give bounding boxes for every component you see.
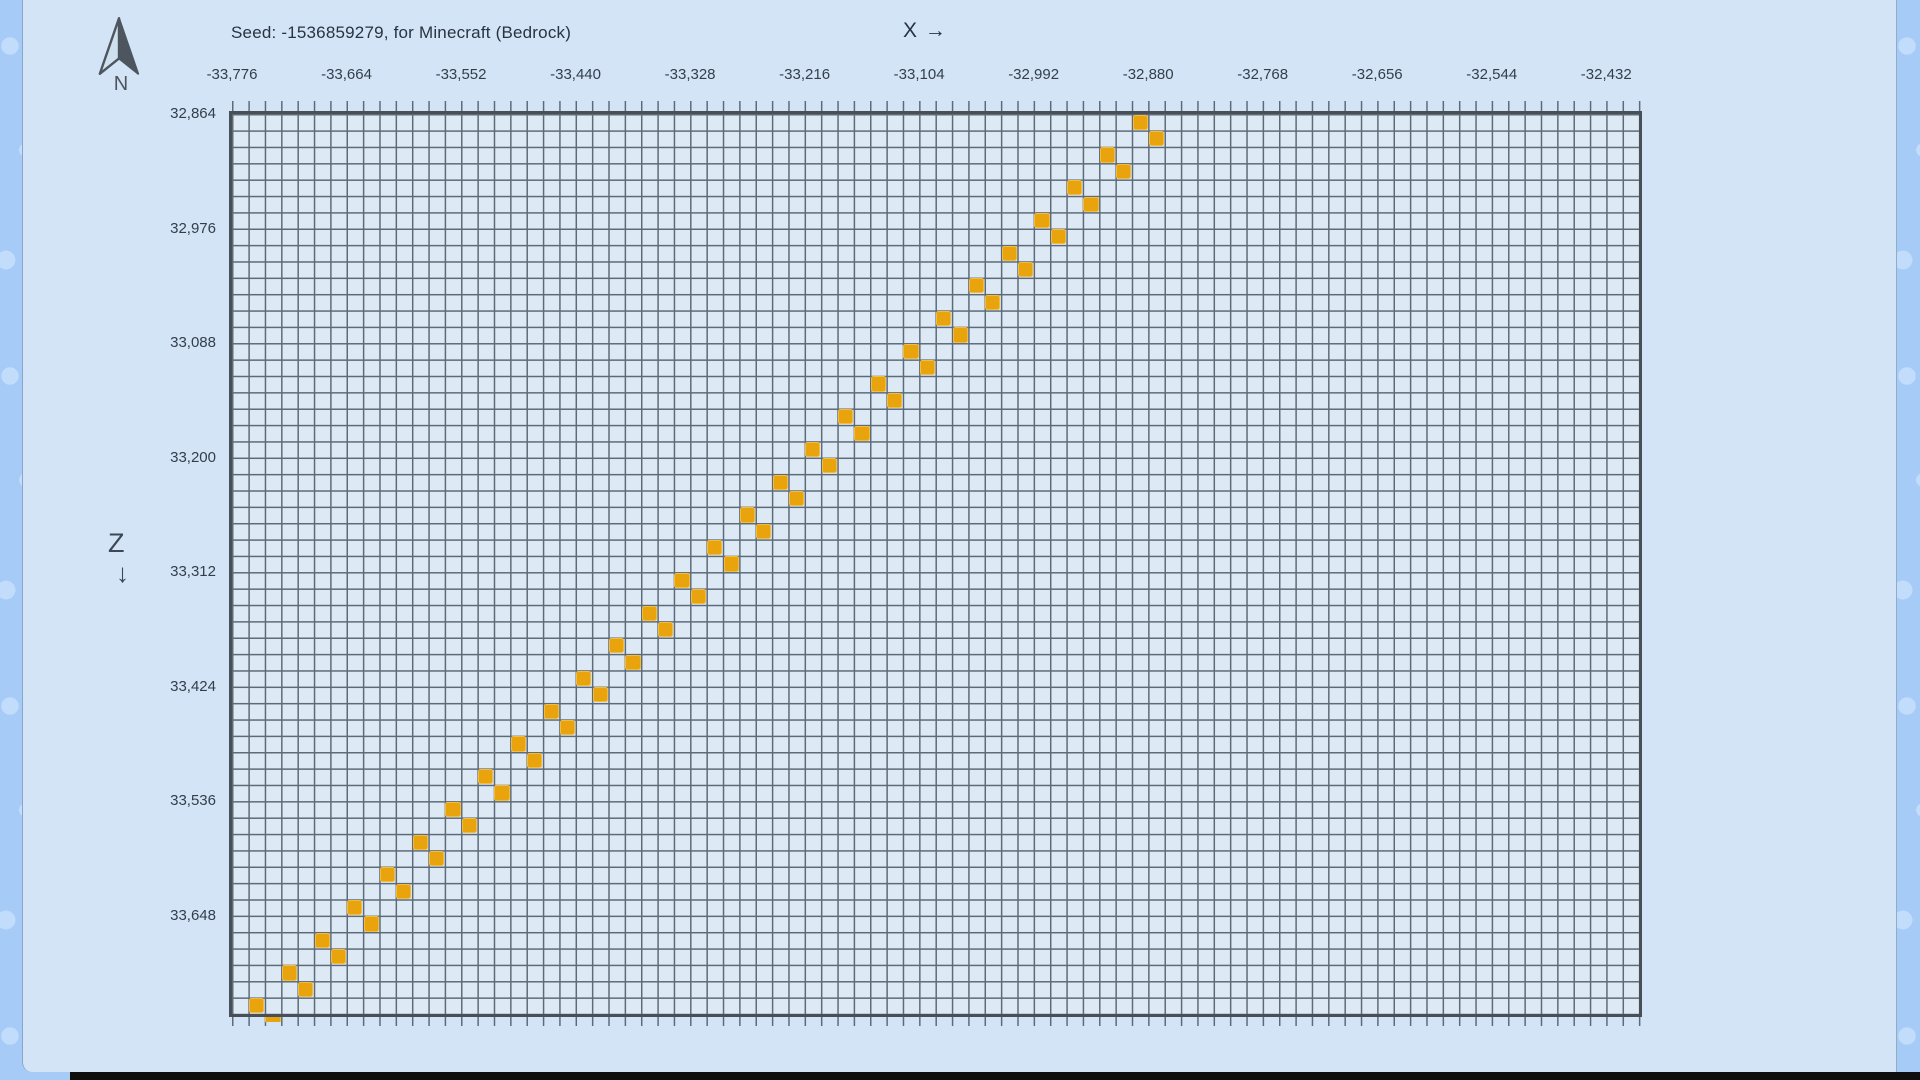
chunk-marker[interactable] xyxy=(888,393,902,407)
chunk-marker[interactable] xyxy=(430,851,444,866)
chunk-marker[interactable] xyxy=(299,982,313,996)
chunk-marker[interactable] xyxy=(724,557,738,571)
grid-top-tick-fringe xyxy=(229,101,1643,111)
chunk-marker[interactable] xyxy=(691,590,705,604)
x-tick-label: -32,992 xyxy=(1008,66,1060,83)
z-tick-label: 33,424 xyxy=(170,677,216,695)
chunk-marker[interactable] xyxy=(1051,230,1065,244)
x-axis-label: X → xyxy=(903,19,947,42)
chunk-marker[interactable] xyxy=(479,770,493,784)
chunk-marker[interactable] xyxy=(495,786,509,800)
chunk-marker[interactable] xyxy=(937,312,951,326)
x-tick-label: -33,440 xyxy=(550,66,601,83)
x-tick-label: -33,328 xyxy=(664,66,716,83)
right-background-strip xyxy=(1897,0,1920,1080)
chunk-marker[interactable] xyxy=(642,606,656,620)
z-tick-label: 33,088 xyxy=(170,334,216,352)
chunk-marker[interactable] xyxy=(920,361,934,375)
chunk-marker[interactable] xyxy=(544,704,558,718)
seed-label: Seed: -1536859279, for Minecraft (Bedroc… xyxy=(231,23,572,42)
north-compass-icon xyxy=(98,17,140,75)
chunk-marker[interactable] xyxy=(348,900,362,915)
chunk-marker[interactable] xyxy=(1100,148,1114,162)
chunk-marker[interactable] xyxy=(250,999,264,1013)
x-tick-label: -32,544 xyxy=(1466,66,1518,83)
chunk-marker[interactable] xyxy=(904,344,918,358)
chunk-marker[interactable] xyxy=(315,933,329,947)
chunk-marker[interactable] xyxy=(577,671,591,686)
left-background-strip xyxy=(0,0,22,1080)
chunk-marker[interactable] xyxy=(675,573,689,587)
x-tick-label: -33,216 xyxy=(779,66,831,83)
chunk-marker[interactable] xyxy=(1018,262,1033,277)
chunk-marker[interactable] xyxy=(757,524,771,538)
chunk-marker[interactable] xyxy=(364,917,378,931)
x-tick-label: -33,552 xyxy=(435,66,487,83)
chunk-marker[interactable] xyxy=(266,1015,280,1022)
chunk-marker[interactable] xyxy=(511,737,525,751)
x-tick-label: -32,880 xyxy=(1122,66,1174,83)
chunk-marker[interactable] xyxy=(1035,213,1049,228)
chunk-marker[interactable] xyxy=(331,950,346,964)
chunk-marker[interactable] xyxy=(773,475,787,489)
chunk-marker[interactable] xyxy=(708,541,722,555)
z-axis-down-arrow-icon: ↓ xyxy=(116,558,129,588)
z-tick-label: 33,312 xyxy=(170,563,216,581)
z-axis-label: Z xyxy=(108,528,125,558)
chunk-marker[interactable] xyxy=(822,459,836,473)
chunk-marker[interactable] xyxy=(1068,181,1082,195)
chunk-marker[interactable] xyxy=(953,328,967,342)
chunk-marker[interactable] xyxy=(986,295,1000,309)
chunk-marker[interactable] xyxy=(789,491,804,506)
chunk-marker[interactable] xyxy=(1149,132,1164,146)
chunk-marker[interactable] xyxy=(1133,115,1147,129)
z-tick-label: 33,200 xyxy=(170,448,216,466)
chunk-marker[interactable] xyxy=(1117,164,1131,178)
x-tick-label: -32,768 xyxy=(1237,66,1289,83)
chunk-marker[interactable] xyxy=(462,819,476,833)
chunk-marker[interactable] xyxy=(609,639,624,653)
z-tick-label: 32,976 xyxy=(170,219,216,237)
z-tick-label: 32,864 xyxy=(170,105,216,122)
chunk-marker[interactable] xyxy=(282,966,296,980)
chunk-marker[interactable] xyxy=(446,802,460,816)
x-tick-label: -32,432 xyxy=(1580,66,1632,83)
z-tick-label: 33,536 xyxy=(170,792,216,810)
north-label: N xyxy=(113,73,129,95)
marker-layer xyxy=(232,114,1639,1022)
chunk-marker[interactable] xyxy=(528,753,542,767)
chunk-marker[interactable] xyxy=(969,279,984,293)
chunk-marker[interactable] xyxy=(740,508,755,522)
chunk-marker[interactable] xyxy=(397,884,411,898)
bottom-bar xyxy=(70,1072,1920,1080)
chunk-marker[interactable] xyxy=(839,410,853,424)
chunk-marker[interactable] xyxy=(593,688,607,702)
chunk-marker[interactable] xyxy=(413,835,427,849)
chunk-marker[interactable] xyxy=(806,442,820,457)
x-tick-label: -33,664 xyxy=(321,66,372,83)
x-tick-label: -32,656 xyxy=(1351,66,1403,83)
chunk-marker[interactable] xyxy=(659,622,673,637)
chunk-marker[interactable] xyxy=(560,721,575,735)
chunk-marker[interactable] xyxy=(1084,197,1098,211)
chunk-marker[interactable] xyxy=(1002,246,1016,260)
z-tick-label: 33,648 xyxy=(170,906,216,924)
chunk-marker[interactable] xyxy=(380,868,395,882)
x-tick-label: -33,104 xyxy=(893,66,945,83)
grid-bottom-tick-fringe xyxy=(229,1017,1643,1026)
chunk-marker[interactable] xyxy=(855,426,869,440)
chunk-map-grid[interactable] xyxy=(232,114,1639,1014)
chunk-marker[interactable] xyxy=(626,655,640,669)
x-tick-label: -33,776 xyxy=(206,66,258,83)
chunk-marker[interactable] xyxy=(871,377,885,391)
